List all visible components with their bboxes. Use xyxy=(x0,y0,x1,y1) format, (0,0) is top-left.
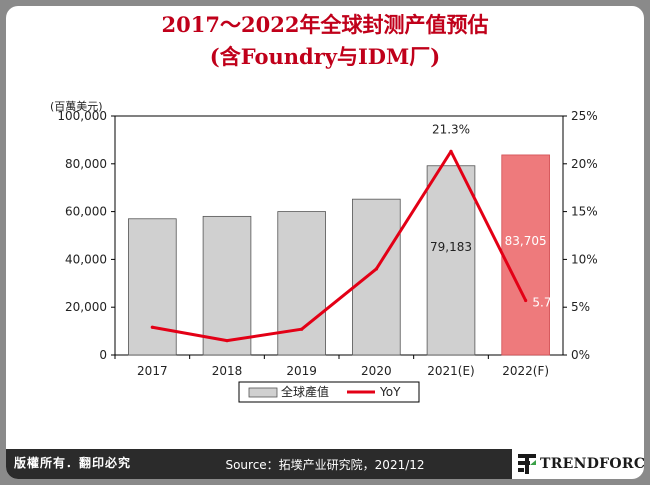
data-label: 79,183 xyxy=(430,240,472,254)
yoy-series-line xyxy=(152,149,528,343)
legend-label-line: YoY xyxy=(379,385,401,399)
trendforce-mark-icon xyxy=(518,454,536,474)
x-axis-tick-label: 2019 xyxy=(286,364,317,378)
bar xyxy=(501,154,550,356)
yoy-point xyxy=(225,339,229,343)
legend-box xyxy=(238,381,420,403)
y2-axis-tick-label: 20% xyxy=(571,157,598,171)
chart-title-line2: (含Foundry与IDM厂) xyxy=(209,44,441,69)
data-label: 21.3% xyxy=(432,122,470,136)
legend-swatch-bar xyxy=(248,387,278,398)
y-axis-tick-label: 100,000 xyxy=(57,109,107,123)
x-axis-tick-label: 2020 xyxy=(361,364,392,378)
y-axis-tick-label: 60,000 xyxy=(65,205,107,219)
bar xyxy=(128,218,177,356)
yoy-point xyxy=(374,267,378,271)
combo-chart: 0 20,000 40,000 60,000 80,000 100,000 0% 5% 10% 1… xyxy=(57,109,598,403)
y2-axis-tick-label: 10% xyxy=(571,252,598,266)
data-label: 83,705 xyxy=(505,234,547,248)
yoy-point xyxy=(300,327,304,331)
chart-frame: 2017～2022年全球封测产值预估 (含Foundry与IDM厂) (百萬美元… xyxy=(6,6,644,479)
bar xyxy=(352,198,401,356)
x-axis-tick-label: 2018 xyxy=(212,364,243,378)
y2-axis-tick-label: 5% xyxy=(571,300,590,314)
y-axis-tick-label: 40,000 xyxy=(65,252,107,266)
plot-area-border xyxy=(114,115,564,356)
copyright-notice: 版權所有．翻印必究 xyxy=(14,456,132,470)
yoy-point xyxy=(449,149,453,153)
x-axis-tick-label: 2021(E) xyxy=(427,364,474,378)
yoy-point xyxy=(150,325,154,329)
y-axis-tick-label: 0 xyxy=(99,348,107,362)
y-axis-unit-label: (百萬美元) xyxy=(50,100,103,113)
source-note: Source：拓墣产业研究院，2021/12 xyxy=(225,458,425,472)
x-axis-tick-label: 2017 xyxy=(137,364,168,378)
bar xyxy=(202,215,252,356)
legend-label-bar: 全球產值 xyxy=(281,384,329,399)
bar xyxy=(277,211,326,356)
y2-axis-tick-label: 0% xyxy=(571,348,590,362)
bar xyxy=(426,165,476,356)
yoy-point xyxy=(524,298,528,303)
chart-title-line1: 2017～2022年全球封测产值预估 xyxy=(161,12,489,37)
y-axis-tick-label: 80,000 xyxy=(65,157,107,171)
y2-axis-tick-label: 15% xyxy=(571,205,598,219)
footer-bar: 版權所有．翻印必究 Source：拓墣产业研究院，2021/12 TRENDFO… xyxy=(6,449,644,479)
y-axis-tick-label: 20,000 xyxy=(65,300,107,314)
trendforce-logo: TRENDFORCE xyxy=(512,449,644,479)
x-axis-tick-label: 2022(F) xyxy=(502,364,549,378)
logo-text: TRENDFORCE xyxy=(540,456,644,472)
data-label: 5.7% xyxy=(532,296,563,310)
y2-axis-tick-label: 25% xyxy=(571,109,598,123)
